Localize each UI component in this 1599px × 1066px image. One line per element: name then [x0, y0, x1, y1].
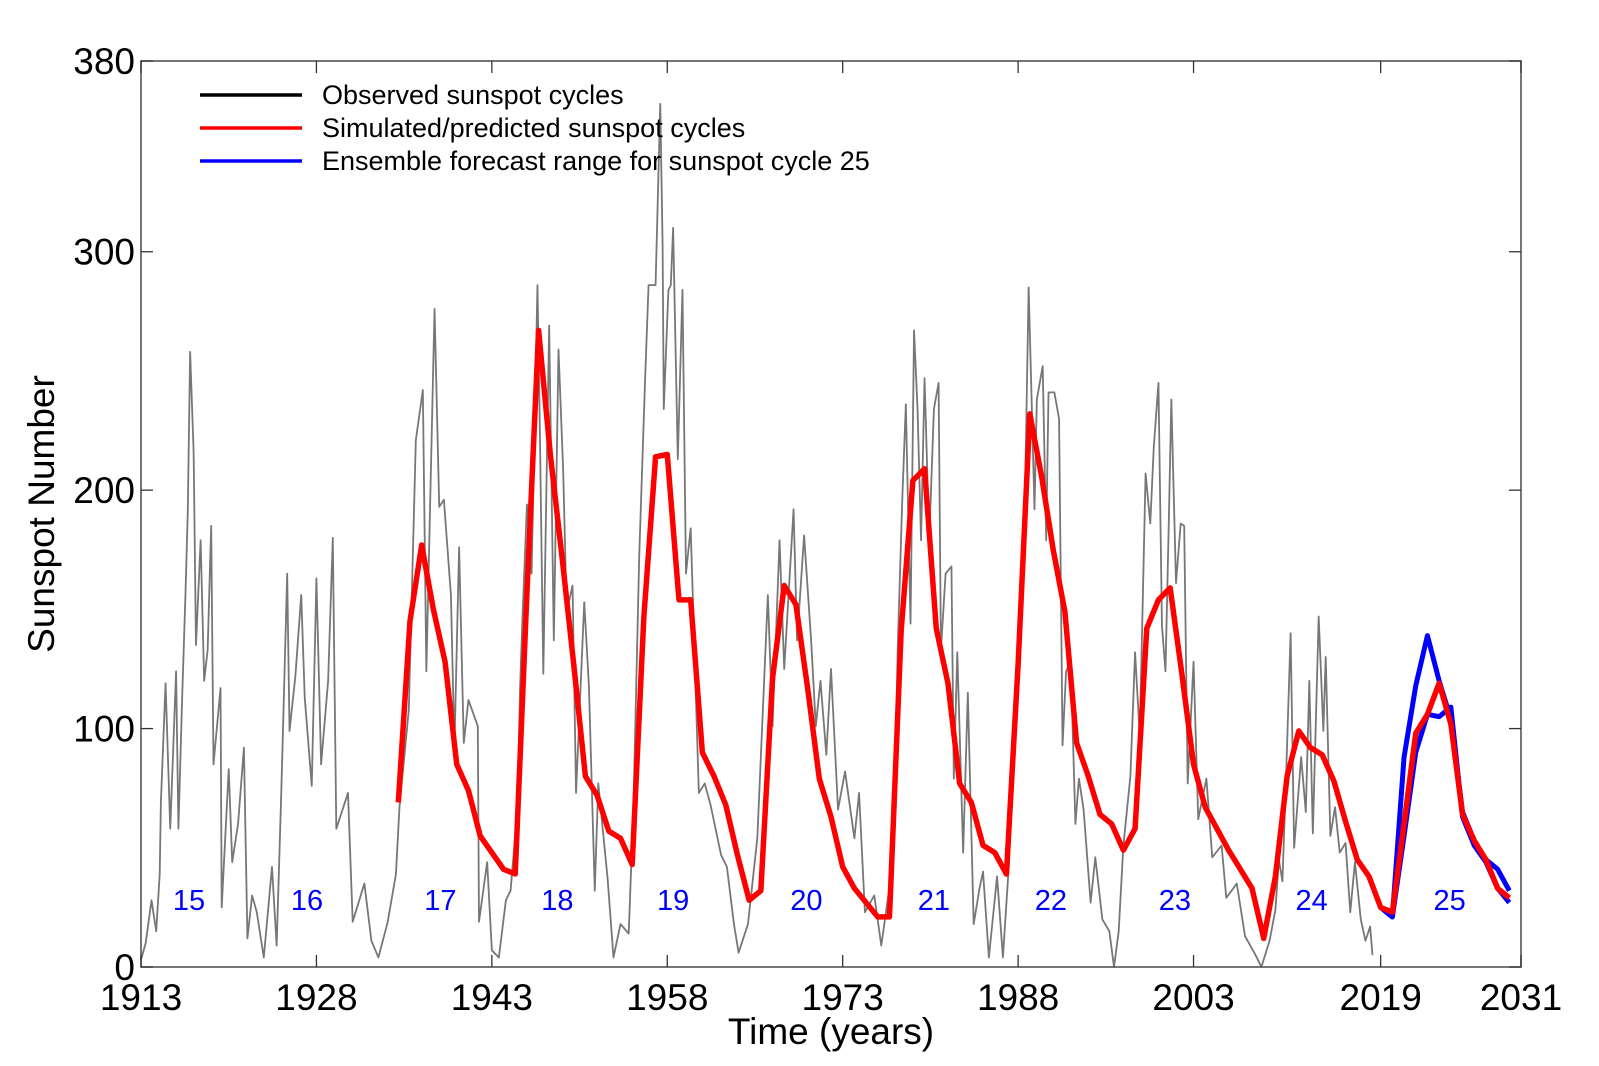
x-tick-label: 1928 — [275, 977, 357, 1018]
y-tick-label: 300 — [73, 232, 135, 273]
y-tick-label: 380 — [73, 41, 135, 82]
plot-series — [140, 103, 1512, 968]
legend-label-ensemble: Ensemble forecast range for sunspot cycl… — [322, 146, 870, 176]
x-tick-label: 1958 — [626, 977, 708, 1018]
x-tick-label: 2019 — [1340, 977, 1422, 1018]
simulated-series-line — [395, 327, 1512, 942]
x-tick-label: 2003 — [1152, 977, 1234, 1018]
cycle-labels: 15 16 17 18 19 20 21 22 23 24 25 — [173, 885, 1466, 917]
x-tick-label: 1973 — [802, 977, 884, 1018]
plot-frame — [140, 60, 1522, 968]
x-tick-label: 2031 — [1480, 977, 1562, 1018]
cycle-label: 18 — [541, 885, 573, 917]
y-axis-title: Sunspot Number — [21, 375, 62, 653]
cycle-label: 23 — [1159, 885, 1191, 917]
cycle-label: 19 — [657, 885, 689, 917]
axis-ticks: 1913 1928 1943 1958 1973 1988 2003 2019 20310100… — [73, 41, 1562, 1018]
x-tick-label: 1913 — [100, 977, 182, 1018]
y-tick-label: 100 — [73, 709, 135, 750]
cycle-label: 24 — [1296, 885, 1328, 917]
legend: Observed sunspot cycles Simulated/predic… — [200, 80, 870, 176]
cycle-label: 21 — [918, 885, 950, 917]
y-tick-label: 200 — [73, 470, 135, 511]
x-tick-label: 1988 — [977, 977, 1059, 1018]
x-axis-title: Time (years) — [728, 1011, 934, 1052]
cycle-label: 22 — [1035, 885, 1067, 917]
legend-label-observed: Observed sunspot cycles — [322, 80, 624, 110]
y-tick-label: 0 — [114, 947, 135, 988]
cycle-label: 25 — [1434, 885, 1466, 917]
legend-label-simulated: Simulated/predicted sunspot cycles — [322, 113, 745, 143]
cycle-label: 17 — [424, 885, 456, 917]
cycle-label: 20 — [790, 885, 822, 917]
cycle-label: 15 — [173, 885, 205, 917]
x-tick-label: 1943 — [451, 977, 533, 1018]
observed-series-line — [140, 103, 1374, 968]
cycle-label: 16 — [291, 885, 323, 917]
